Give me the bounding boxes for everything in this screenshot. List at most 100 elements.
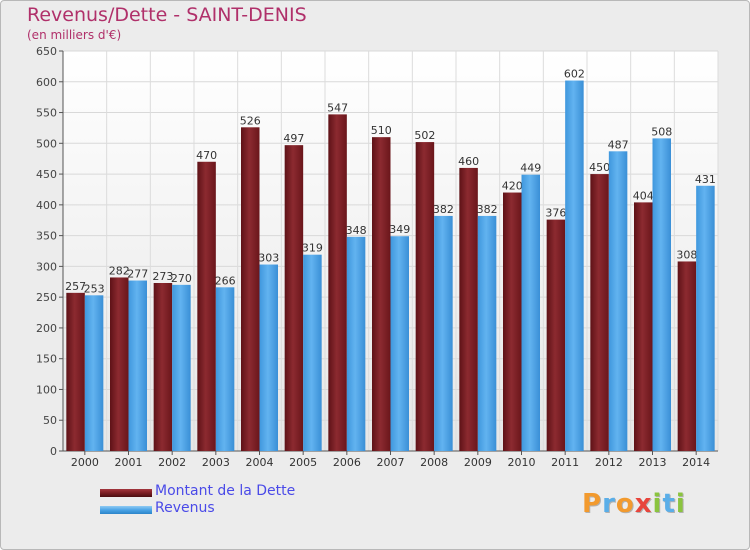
data-label-dette: 420	[502, 180, 523, 193]
data-label-dette: 404	[633, 189, 654, 202]
x-tick-label: 2013	[639, 456, 667, 469]
y-tick-label: 50	[43, 414, 57, 427]
data-label-dette: 450	[589, 161, 610, 174]
logo-letter: x	[634, 489, 653, 519]
bar-dette	[284, 145, 304, 451]
data-label-revenus: 319	[302, 242, 323, 255]
legend-swatch-dette	[100, 489, 152, 497]
bar-revenus	[565, 80, 584, 452]
bar-dette	[241, 127, 260, 452]
x-tick-label: 2009	[464, 456, 492, 469]
x-tick-label: 2003	[202, 456, 230, 469]
y-tick-label: 150	[36, 353, 57, 366]
bar-dette	[110, 277, 129, 451]
logo-letter: t	[662, 489, 676, 519]
data-label-revenus: 253	[84, 282, 105, 295]
data-label-dette: 526	[240, 114, 261, 127]
data-label-dette: 502	[414, 129, 435, 142]
bar-revenus	[434, 215, 453, 451]
logo-letter: i	[675, 489, 686, 519]
data-label-dette: 376	[545, 207, 566, 220]
bar-revenus	[608, 151, 628, 452]
data-label-dette: 470	[196, 149, 217, 162]
bar-dette	[153, 283, 173, 451]
bar-dette	[328, 114, 347, 451]
bar-revenus	[390, 236, 409, 451]
data-label-revenus: 602	[564, 68, 585, 81]
y-tick-label: 600	[36, 76, 57, 89]
data-label-revenus: 349	[389, 223, 410, 236]
bar-dette	[677, 261, 697, 451]
x-tick-label: 2012	[595, 456, 623, 469]
x-tick-label: 2010	[508, 456, 536, 469]
chart-subtitle: (en milliers d'€)	[27, 28, 122, 42]
x-tick-label: 2006	[333, 456, 361, 469]
y-tick-label: 450	[36, 168, 57, 181]
bar-dette	[503, 192, 522, 452]
data-label-revenus: 303	[258, 252, 279, 265]
x-tick-label: 2004	[246, 456, 274, 469]
y-tick-label: 300	[36, 260, 57, 273]
y-tick-label: 100	[36, 383, 57, 396]
x-tick-label: 2000	[71, 456, 99, 469]
data-label-dette: 547	[327, 101, 348, 114]
data-label-revenus: 277	[127, 268, 148, 281]
x-tick-label: 2001	[115, 456, 143, 469]
y-tick-label: 650	[36, 45, 57, 58]
data-label-dette: 510	[371, 124, 392, 137]
data-label-revenus: 382	[477, 203, 498, 216]
x-tick-label: 2011	[551, 456, 579, 469]
logo-letter: P	[582, 489, 603, 519]
bar-revenus	[652, 138, 671, 451]
data-label-revenus: 487	[608, 138, 629, 151]
y-tick-label: 350	[36, 230, 57, 243]
data-label-revenus: 508	[651, 125, 672, 138]
data-label-revenus: 382	[433, 203, 454, 216]
bar-revenus	[215, 287, 235, 451]
y-tick-label: 200	[36, 322, 57, 335]
logo-letter: r	[602, 489, 616, 519]
bar-dette	[590, 174, 609, 452]
x-tick-label: 2005	[289, 456, 317, 469]
bar-dette	[459, 167, 478, 451]
y-tick-label: 500	[36, 137, 57, 150]
data-label-revenus: 449	[520, 162, 541, 175]
legend-label-dette: Montant de la Dette	[155, 483, 296, 499]
data-label-dette: 308	[676, 248, 697, 261]
data-label-dette: 497	[283, 132, 304, 145]
y-tick-label: 400	[36, 199, 57, 212]
bar-revenus	[521, 174, 540, 451]
x-tick-label: 2007	[377, 456, 405, 469]
bar-dette	[634, 202, 653, 451]
y-tick-label: 250	[36, 291, 57, 304]
bar-revenus	[84, 295, 104, 451]
x-tick-label: 2002	[158, 456, 186, 469]
data-label-revenus: 348	[346, 224, 367, 237]
legend-label-revenus: Revenus	[155, 500, 215, 516]
bar-revenus	[696, 185, 715, 451]
logo-letter: o	[615, 489, 635, 519]
bar-revenus	[346, 236, 366, 451]
data-label-dette: 273	[152, 270, 173, 283]
data-label-dette: 460	[458, 155, 479, 168]
bar-dette	[197, 161, 216, 451]
proxiti-logo: Proxiti	[582, 489, 686, 519]
data-label-revenus: 431	[695, 173, 716, 186]
x-tick-label: 2008	[420, 456, 448, 469]
logo-letter: i	[652, 489, 663, 519]
y-tick-label: 550	[36, 107, 57, 120]
bar-revenus	[172, 284, 191, 451]
bar-revenus	[477, 215, 497, 451]
data-label-dette: 257	[65, 280, 86, 293]
y-tick-label: 0	[50, 445, 57, 458]
bar-revenus	[303, 254, 322, 451]
data-label-revenus: 266	[215, 274, 236, 287]
bar-dette	[66, 292, 85, 451]
x-tick-label: 2014	[682, 456, 710, 469]
data-label-dette: 282	[109, 264, 130, 277]
legend-swatch-revenus	[100, 506, 152, 514]
bar-revenus	[259, 264, 278, 451]
bar-dette	[415, 142, 435, 452]
bar-dette	[372, 137, 391, 451]
